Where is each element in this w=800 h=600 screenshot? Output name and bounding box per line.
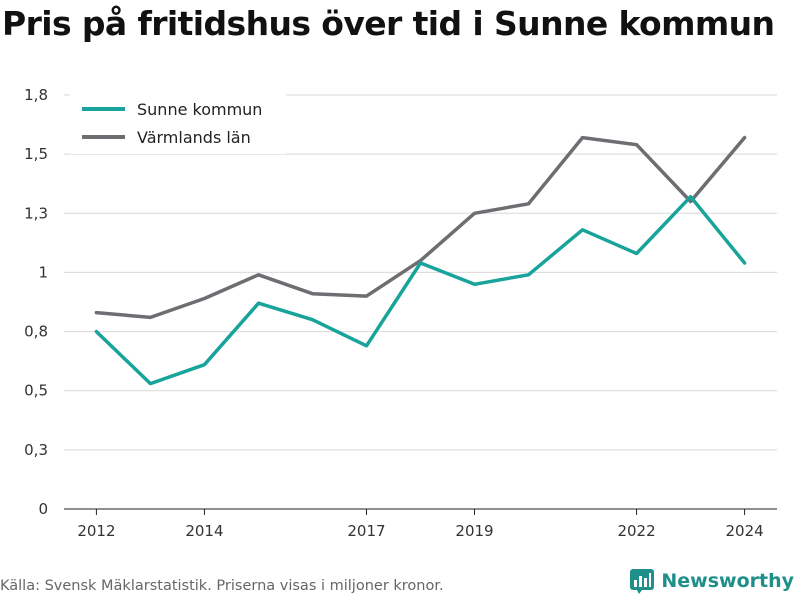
x-tick-label: 2014 [185, 522, 223, 540]
series-line-sunne-kommun [94, 194, 747, 386]
axes: 0 0,3 0,5 0,8 1 1,3 1,5 1,8 2012 2014 2017 2019 2022… [24, 86, 777, 540]
series-lines [94, 135, 747, 386]
x-tick-label: 2019 [455, 522, 493, 540]
y-tick-label: 1,3 [24, 204, 48, 222]
x-tick-label: 2024 [725, 522, 763, 540]
legend-label: Värmlands län [137, 128, 251, 147]
y-tick-label: 0,3 [24, 441, 48, 459]
legend: Sunne kommun Värmlands län [70, 92, 286, 154]
x-tick-label: 2017 [347, 522, 385, 540]
y-tick-label: 0,8 [24, 323, 48, 341]
bar-chart-logo-icon [630, 569, 655, 594]
x-tick-label: 2012 [77, 522, 115, 540]
gridlines [64, 94, 777, 451]
chart-title: Pris på fritidshus över tid i Sunne komm… [2, 4, 775, 43]
y-tick-label: 1,8 [24, 86, 48, 104]
brand-name: Newsworthy [661, 570, 794, 592]
y-tick-label: 1,5 [24, 145, 48, 163]
legend-label: Sunne kommun [137, 100, 262, 119]
y-tick-label: 0,5 [24, 382, 48, 400]
source-note: Källa: Svensk Mäklarstatistik. Priserna … [0, 578, 444, 594]
brand-logo: Newsworthy [629, 568, 794, 594]
x-tick-label: 2022 [617, 522, 655, 540]
series-line-v-rmlands-l-n [94, 135, 747, 320]
y-tick-label: 1 [38, 263, 48, 281]
y-tick-label: 0 [38, 500, 48, 518]
legend-background [70, 92, 286, 154]
